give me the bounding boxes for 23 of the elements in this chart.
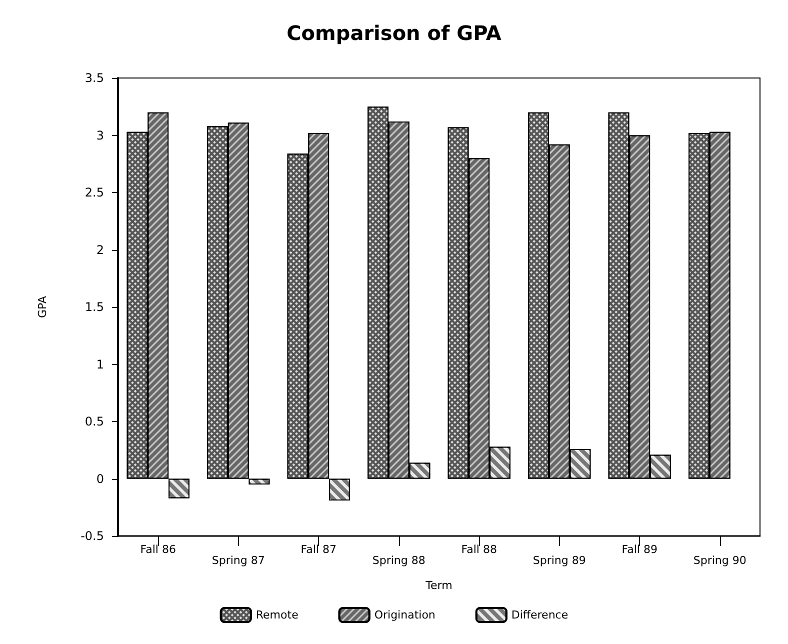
chart-title: Comparison of GPA bbox=[286, 21, 502, 45]
legend-label: Origination bbox=[374, 608, 436, 622]
y-tick-label: 2.5 bbox=[84, 186, 104, 200]
y-tick-label: 1.5 bbox=[84, 300, 104, 314]
x-tick-label: Fall 87 bbox=[300, 543, 336, 556]
x-tick-label: Spring 90 bbox=[693, 554, 746, 567]
x-tick-label: Fall 88 bbox=[461, 543, 497, 556]
legend-label: Difference bbox=[511, 608, 568, 622]
y-tick-label: 0.5 bbox=[84, 414, 104, 428]
y-tick-label: 3.5 bbox=[84, 71, 104, 85]
y-tick-label: 1 bbox=[96, 357, 104, 372]
x-axis-title: Term bbox=[424, 579, 452, 592]
x-tick-label: Fall 89 bbox=[622, 543, 658, 556]
x-tick-label: Fall 86 bbox=[140, 543, 176, 556]
legend-label: Remote bbox=[256, 608, 299, 622]
x-tick-label: Spring 87 bbox=[212, 554, 265, 567]
y-tick-label: 2 bbox=[96, 242, 104, 257]
x-tick-label: Spring 89 bbox=[532, 554, 586, 567]
y-tick-label: 0 bbox=[96, 472, 104, 486]
y-axis-title: GPA bbox=[36, 296, 49, 318]
y-tick-label: 3 bbox=[96, 128, 104, 142]
x-tick-label: Spring 88 bbox=[372, 554, 426, 567]
y-tick-label: -0.5 bbox=[80, 529, 104, 543]
